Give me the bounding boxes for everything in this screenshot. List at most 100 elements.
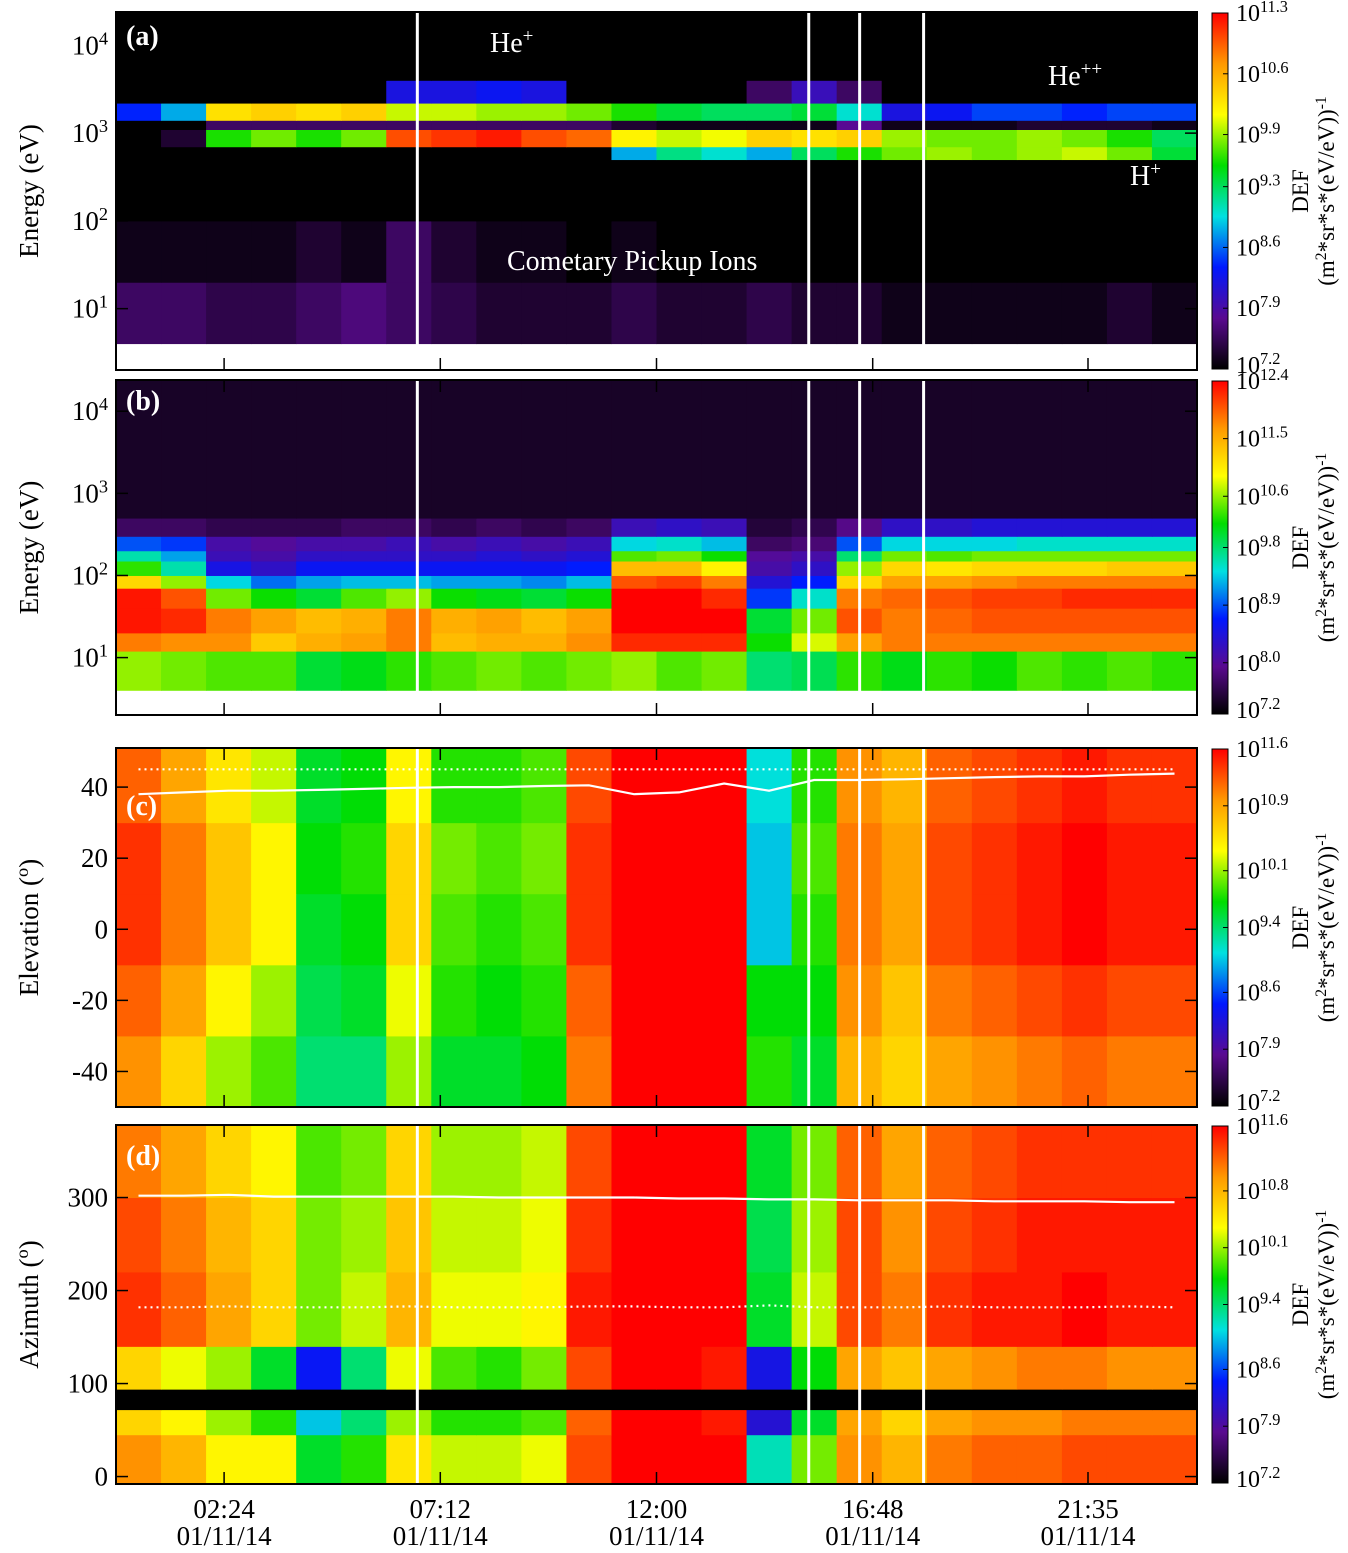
heatmap-cell [1106,518,1153,537]
heatmap-cell [521,1409,567,1436]
heatmap-cell [251,518,297,537]
heatmap-cell [926,1409,973,1436]
y-axis-title: Azimuth (o) [12,1240,44,1368]
heatmap-cell [791,1434,838,1485]
heatmap-cell [746,1035,793,1108]
heatmap-cell [566,518,612,537]
heatmap-cell [791,380,838,519]
heatmap-cell [251,608,297,634]
overlay-line [138,1193,1175,1204]
heatmap-cell [566,632,612,652]
heatmap-cell [701,1197,748,1273]
heatmap-cell [701,1125,748,1199]
heatmap-cell [926,822,973,895]
heatmap-cell [431,159,477,222]
heatmap-cell [341,518,387,537]
heatmap-cell [116,129,162,148]
heatmap-cell [611,561,657,576]
heatmap-cell [611,159,657,222]
heatmap-cell [206,1125,252,1199]
heatmap-cell [476,1271,522,1347]
heatmap-cell [881,1035,928,1108]
heatmap-cell [1016,1389,1063,1411]
heatmap-cell [296,1346,342,1390]
heatmap-cell [341,1125,387,1199]
heatmap-cell [881,588,928,609]
heatmap-cell [611,822,657,895]
heatmap-cell [656,1346,703,1390]
heatmap-cell [386,608,432,634]
heatmap-cell [1061,380,1108,519]
heatmap-cell [251,1346,297,1390]
heatmap-cell [926,1434,973,1485]
heatmap-cell [1106,748,1153,824]
heatmap-cell [386,80,432,104]
heatmap-cell [1151,632,1198,652]
heatmap-cell [746,220,793,283]
heatmap-cell [1151,536,1198,552]
heatmap-cell [1106,282,1153,345]
heatmap-cell [476,12,522,81]
heatmap-cell [1016,964,1063,1037]
heatmap-cell [296,1035,342,1108]
heatmap-cell [971,561,1018,576]
heatmap-cell [206,561,252,576]
heatmap-cell [206,129,252,148]
heatmap-cell [881,12,928,81]
heatmap-cell [521,588,567,609]
heatmap-cell [386,1271,432,1347]
x-tick-label: 12:00 01/11/14 [609,1494,705,1551]
colorbar-title: DEF [1288,1283,1313,1326]
heatmap-cell [1106,1125,1153,1199]
heatmap-cell [701,632,748,652]
heatmap-cell [251,103,297,121]
heatmap-cell [701,536,748,552]
heatmap-cell [341,220,387,283]
heatmap-cell [476,1409,522,1436]
heatmap-cell [971,1434,1018,1485]
heatmap-cell [791,1346,838,1390]
heatmap-cell [251,1035,297,1108]
y-tick-label: 101 [72,292,108,324]
heatmap-cell [611,550,657,562]
heatmap-cell [251,561,297,576]
heatmap-cell [521,1125,567,1199]
y-tick-label: 40 [81,772,108,802]
heatmap-cell [341,1409,387,1436]
heatmap-cell [746,575,793,589]
heatmap-cell [881,608,928,634]
heatmap-cell [746,1197,793,1273]
heatmap-cell [161,120,207,130]
heatmap-cell [791,536,838,552]
heatmap-cell [161,1035,207,1108]
heatmap-cell [386,550,432,562]
heatmap-cell [251,893,297,966]
heatmap-cell [746,536,793,552]
heatmap-cell [431,822,477,895]
heatmap-cell [1016,380,1063,519]
heatmap-cell [746,129,793,148]
heatmap-cell [161,159,207,222]
heatmap-cell [251,1271,297,1347]
heatmap-cell [1106,651,1153,691]
heatmap-cell [656,1434,703,1485]
heatmap-cell [1151,1409,1198,1436]
heatmap-cell [341,550,387,562]
y-tick-label: 104 [72,394,108,426]
heatmap-cell [926,380,973,519]
heatmap-cell [566,380,612,519]
heatmap-cell [1151,80,1198,104]
heatmap-cell [161,561,207,576]
heatmap-cell [926,220,973,283]
heatmap-cell [566,822,612,895]
heatmap-cell [1151,159,1198,222]
heatmap-cell [476,103,522,121]
heatmap-cell [116,80,162,104]
heatmap-cell [971,822,1018,895]
heatmap-cell [611,518,657,537]
heatmap-cell [1016,103,1063,121]
heatmap-cell [386,146,432,161]
overlay-line [138,772,1175,796]
heatmap-cell [656,518,703,537]
heatmap-cell [431,103,477,121]
